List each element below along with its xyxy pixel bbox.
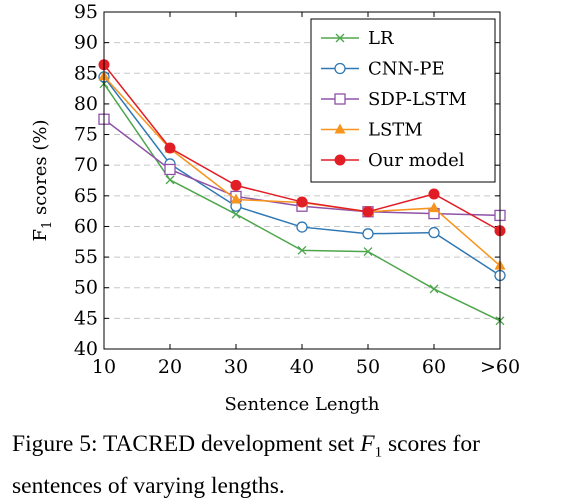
y-axis-label-rest: scores (%): [30, 119, 51, 220]
y-tick-label: 60: [74, 215, 98, 237]
legend-marker-lr: [335, 33, 345, 43]
legend-label-lstm: LSTM: [368, 120, 423, 141]
legend-marker-lr-stroke: [335, 33, 345, 43]
legend-marker-sdp-lstm: [334, 93, 346, 105]
data-point-cnn-pe: [428, 226, 440, 239]
data-point-lr: [429, 284, 439, 294]
y-tick-label: 45: [74, 307, 98, 329]
legend-label-our-model: Our model: [368, 150, 465, 171]
plot-frame: [103, 11, 501, 350]
y-tick-label: 40: [74, 338, 98, 360]
data-point-lstm: [230, 193, 242, 204]
x-tick-label: 50: [356, 356, 380, 378]
legend-marker-our-model: [334, 154, 346, 166]
data-point-our-model: [164, 142, 176, 154]
data-point-lr: [297, 245, 307, 255]
x-tick-label: 60: [422, 356, 446, 378]
data-point-lstm: [428, 202, 440, 213]
caption-label: Figure 5:: [12, 431, 98, 457]
series-group: [98, 59, 506, 326]
y-tick-label: 65: [74, 185, 98, 207]
caption-math-subscript: 1: [374, 444, 383, 461]
data-point-our-model: [230, 179, 242, 191]
data-point-lr-stroke: [297, 245, 307, 255]
caption-text-after: scores for sentences of varying lengths.: [12, 431, 480, 499]
legend-marker-cnn-pe: [334, 62, 346, 75]
legend-label-sdp-lstm: SDP-LSTM: [368, 89, 467, 110]
x-axis-ticks: 10 20 30 40 50 60 >60: [92, 12, 520, 378]
data-point-sdp-lstm: [164, 163, 176, 176]
y-tick-label: 50: [74, 277, 98, 299]
y-tick-label: 85: [74, 62, 98, 84]
data-point-lr: [165, 175, 175, 185]
y-tick-label: 80: [74, 93, 98, 115]
data-point-lr-stroke: [429, 284, 439, 294]
x-tick-label: 20: [158, 356, 182, 378]
caption-math-f: F: [360, 431, 375, 457]
y-axis-label-subscript: 1: [40, 221, 55, 229]
data-point-cnn-pe: [362, 228, 374, 240]
data-point-cnn-pe: [296, 221, 308, 233]
y-tick-label: 90: [74, 32, 98, 54]
series-lr: [99, 79, 505, 326]
x-tick-label: 10: [92, 356, 116, 378]
legend-label-lr: LR: [368, 28, 394, 49]
legend-label-cnn-pe: CNN-PE: [368, 59, 445, 80]
data-point-lr-stroke: [165, 175, 175, 185]
data-point-lr: [363, 247, 373, 257]
data-point-our-model: [362, 206, 374, 218]
data-point-lr-stroke: [363, 247, 373, 257]
data-point-lr: [231, 209, 241, 219]
data-point-lr-stroke: [231, 209, 241, 219]
y-tick-label: 70: [74, 154, 98, 176]
x-axis-label: Sentence Length: [224, 394, 379, 415]
legend-marker-lstm: [334, 123, 346, 134]
legend: LR CNN-PE SDP-LSTM LSTM Our model: [310, 18, 496, 183]
data-point-our-model: [428, 188, 440, 200]
y-axis-label: F1 scores (%): [30, 119, 55, 241]
y-axis-label-f: F: [30, 229, 51, 242]
caption-text-before: TACRED development set: [97, 431, 361, 457]
y-tick-label: 55: [74, 246, 98, 268]
x-tick-label: 30: [224, 356, 248, 378]
series-our-model: [98, 59, 506, 237]
y-tick-label: 75: [74, 124, 98, 146]
figure-caption: Figure 5: TACRED development set F1 scor…: [12, 428, 557, 503]
y-axis-ticks: 40 45 50 55 60 65 70 75 80 85 90 95: [74, 1, 500, 360]
x-tick-label: >60: [480, 356, 520, 378]
y-tick-label: 95: [74, 1, 98, 23]
x-tick-label: 40: [290, 356, 314, 378]
data-point-our-model: [296, 196, 308, 208]
